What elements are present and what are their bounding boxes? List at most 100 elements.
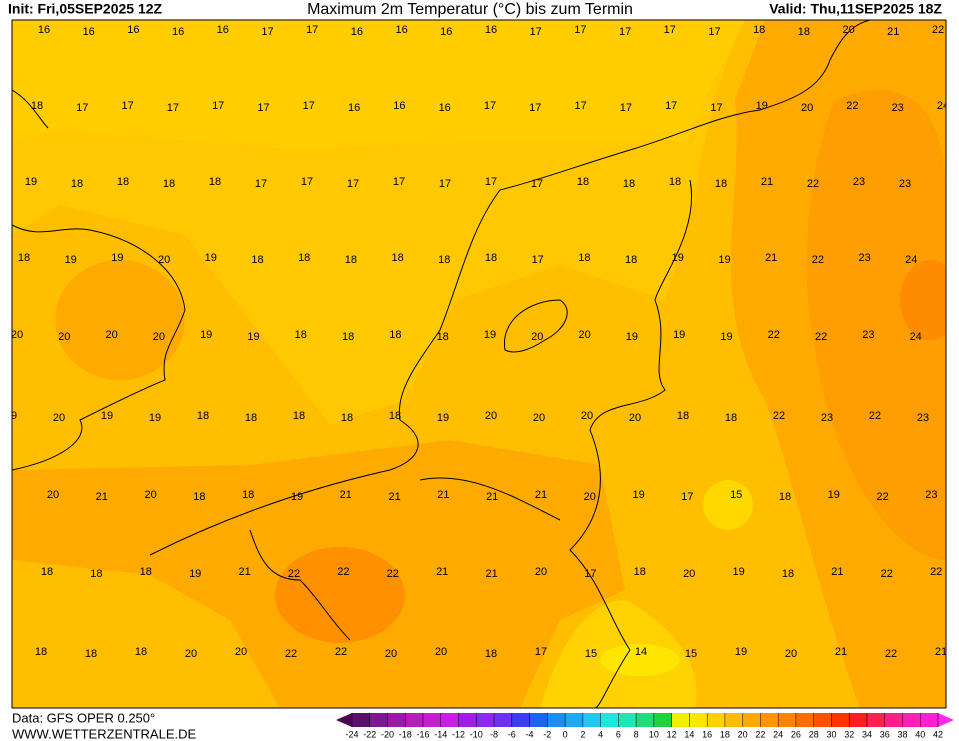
temperature-label: 19 — [484, 329, 496, 341]
colorbar-swatch — [884, 713, 903, 727]
temperature-label: 23 — [821, 412, 833, 424]
colorbar-swatch — [600, 713, 619, 727]
temperature-label: 18 — [389, 329, 401, 341]
temperature-label: 19 — [735, 646, 747, 658]
temperature-label: 22 — [387, 568, 399, 580]
temperature-label: 18 — [90, 568, 102, 580]
field — [12, 560, 280, 708]
valid-time: Valid: Thu,11SEP2025 18Z — [769, 1, 942, 17]
colorbar-swatch — [494, 713, 513, 727]
temperature-label: 16 — [127, 24, 139, 36]
colorbar-swatch — [352, 713, 371, 727]
temperature-label: 23 — [853, 176, 865, 188]
temperature-label: 19 — [247, 331, 259, 343]
colorbar-swatch — [689, 713, 708, 727]
colorbar-label: 12 — [667, 729, 677, 739]
temperature-label: 18 — [391, 252, 403, 264]
colorbar-swatch — [866, 713, 886, 727]
border — [569, 179, 693, 708]
colorbar-swatch — [707, 713, 726, 727]
temperature-label: 17 — [485, 176, 497, 188]
colorbar-label: 32 — [844, 729, 854, 739]
coastline — [504, 299, 568, 353]
map-frame — [11, 19, 947, 709]
temperature-label: 18 — [485, 252, 497, 264]
colorbar-label: 28 — [809, 729, 819, 739]
colorbar-label: 34 — [862, 729, 872, 739]
temperature-label: 22 — [768, 329, 780, 341]
colorbar-label: 8 — [634, 729, 639, 739]
colorbar-swatch — [618, 713, 637, 727]
colorbar-swatch — [511, 713, 530, 727]
temperature-label: 18 — [782, 568, 794, 580]
temperature-label: 24 — [910, 331, 922, 343]
temperature-label: 19 — [828, 489, 840, 501]
border — [249, 477, 561, 641]
temperature-label: 16 — [440, 26, 452, 38]
website: WWW.WETTERZENTRALE.DE — [12, 726, 196, 741]
colorbar-label: 10 — [649, 729, 659, 739]
temperature-label: 18 — [725, 412, 737, 424]
temperature-label: 20 — [533, 412, 545, 424]
temperature-label: 17 — [439, 178, 451, 190]
temperature-label: 17 — [303, 100, 315, 112]
colorbar-swatch — [387, 713, 406, 727]
colorbar-swatch — [795, 713, 814, 727]
colorbar-swatch — [902, 713, 921, 727]
temperature-label: 19 — [756, 100, 768, 112]
temperature-label: 16 — [393, 100, 405, 112]
temperature-label: 23 — [925, 489, 937, 501]
temperature-label: 16 — [217, 24, 229, 36]
temperature-label: 14 — [635, 646, 647, 658]
colorbar-swatch — [565, 713, 584, 727]
temperature-label: 19 — [732, 566, 744, 578]
temperature-label: 22 — [285, 648, 297, 660]
temperature-label: 20 — [47, 489, 59, 501]
colorbar-label: 42 — [933, 729, 943, 739]
temperature-label: 21 — [238, 566, 250, 578]
colorbar-label: -22 — [363, 729, 376, 739]
temperature-label: 21 — [436, 566, 448, 578]
temperature-label: 19 — [437, 412, 449, 424]
temperature-label: 17 — [665, 100, 677, 112]
colorbar-swatch — [831, 713, 850, 727]
colorbar-swatch — [547, 713, 566, 727]
temperature-label: 19 — [111, 252, 123, 264]
temperature-label: 22 — [288, 568, 300, 580]
temperature-label: 23 — [862, 329, 874, 341]
temperature-label: 21 — [485, 568, 497, 580]
temperature-label: 18 — [295, 329, 307, 341]
temperature-label: 23 — [899, 178, 911, 190]
temperature-label: 21 — [486, 491, 498, 503]
temperature-label: 21 — [340, 489, 352, 501]
temperature-label: 20 — [185, 648, 197, 660]
temperature-label: 19 — [101, 410, 113, 422]
colorbar-arrow-high — [938, 713, 954, 727]
colorbar-label: 6 — [616, 729, 621, 739]
colorbar-swatch — [671, 713, 690, 727]
colorbar-label: -10 — [470, 729, 483, 739]
temperature-label: 22 — [807, 178, 819, 190]
temperature-label: 20 — [58, 331, 70, 343]
temperature-label: 18 — [341, 412, 353, 424]
colorbar-label: 22 — [755, 729, 765, 739]
temperature-label: 17 — [535, 646, 547, 658]
temperature-label: 21 — [96, 491, 108, 503]
temperature-label: 19 — [25, 176, 37, 188]
temperature-label: 19 — [189, 568, 201, 580]
colorbar-swatch — [653, 713, 672, 727]
temperature-label: 18 — [197, 410, 209, 422]
colorbar-arrow-low — [336, 713, 352, 727]
temperature-label: 22 — [773, 410, 785, 422]
temperature-label: 20 — [153, 331, 165, 343]
temperature-label: 18 — [193, 491, 205, 503]
temperature-label: 17 — [708, 26, 720, 38]
temperature-label: 18 — [577, 176, 589, 188]
colorbar-label: -20 — [381, 729, 394, 739]
temperature-label: 20 — [235, 646, 247, 658]
field — [806, 90, 946, 560]
colorbar-label: -4 — [526, 729, 534, 739]
temperature-label: 21 — [761, 176, 773, 188]
temperature-label: 20 — [578, 329, 590, 341]
